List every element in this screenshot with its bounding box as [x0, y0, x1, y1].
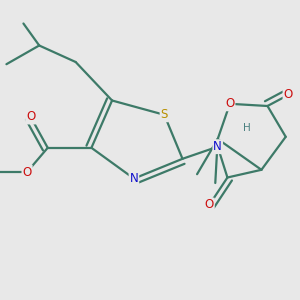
- Text: O: O: [22, 166, 32, 178]
- Text: O: O: [225, 97, 235, 110]
- Text: N: N: [130, 172, 138, 185]
- Text: S: S: [160, 108, 168, 121]
- Text: H: H: [243, 123, 251, 133]
- Text: O: O: [284, 88, 293, 101]
- Text: O: O: [26, 110, 35, 124]
- Text: O: O: [205, 199, 214, 212]
- Text: N: N: [213, 140, 222, 153]
